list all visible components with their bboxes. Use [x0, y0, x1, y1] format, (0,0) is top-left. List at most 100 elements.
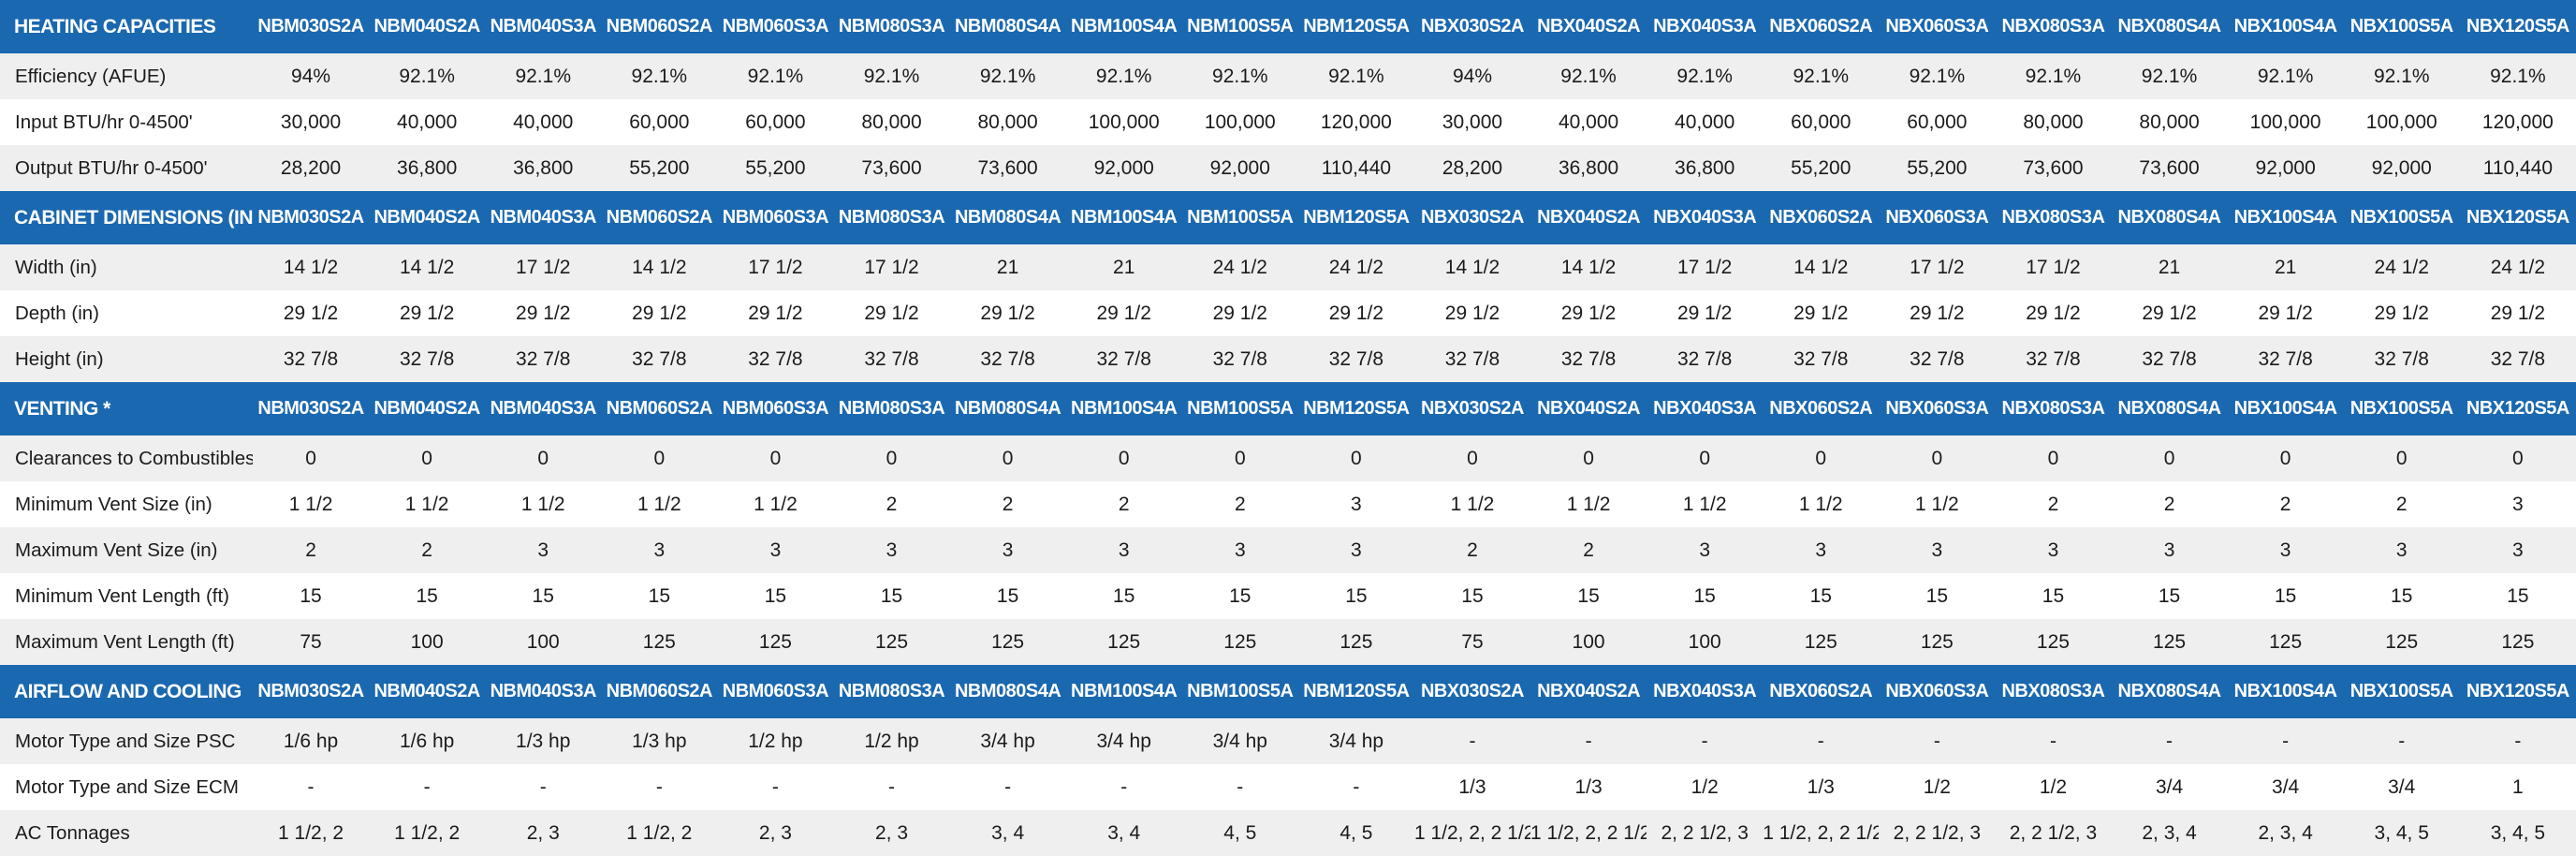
value-cell: 32 7/8 — [485, 336, 602, 382]
value-cell: 36,800 — [369, 145, 486, 191]
value-cell: 2 — [1413, 527, 1531, 573]
value-cell: 125 — [2343, 619, 2460, 665]
value-cell: 1 1/2, 2 — [253, 810, 370, 856]
model-header-cell: NBX040S2A — [1530, 191, 1647, 244]
value-cell: 2 — [253, 527, 370, 573]
value-cell: 100,000 — [2343, 99, 2460, 145]
row-label: Clearances to Combustibles — [0, 435, 253, 481]
row-label: Maximum Vent Length (ft) — [0, 619, 253, 665]
value-cell: - — [949, 764, 1066, 810]
row-label: Output BTU/hr 0-4500' — [0, 145, 253, 191]
value-cell: 14 1/2 — [1530, 244, 1647, 290]
model-header-cell: NBM100S5A — [1181, 382, 1298, 435]
value-cell: 55,200 — [1763, 145, 1880, 191]
model-header-cell: NBM060S2A — [601, 191, 718, 244]
value-cell: 2 — [833, 481, 950, 527]
model-header-cell: NBM100S5A — [1181, 0, 1298, 53]
value-cell: 15 — [1181, 573, 1298, 619]
value-cell: 29 1/2 — [949, 290, 1066, 336]
value-cell: 125 — [1763, 619, 1880, 665]
value-cell: 3 — [949, 527, 1066, 573]
value-cell: 1 1/2, 2 — [601, 810, 718, 856]
value-cell: 21 — [949, 244, 1066, 290]
value-cell: 0 — [1065, 435, 1182, 481]
value-cell: 4, 5 — [1181, 810, 1298, 856]
value-cell: 29 1/2 — [601, 290, 718, 336]
value-cell: 2 — [2111, 481, 2228, 527]
model-header-cell: NBM060S2A — [601, 382, 718, 435]
value-cell: 1/3 — [1763, 764, 1880, 810]
value-cell: 29 1/2 — [1879, 290, 1996, 336]
value-cell: 1 1/2 — [1647, 481, 1764, 527]
value-cell: 92.1% — [2227, 53, 2344, 99]
value-cell: 125 — [2227, 619, 2344, 665]
value-cell: 2, 3, 4 — [2227, 810, 2344, 856]
table-row: Efficiency (AFUE) 94% 92.1% 92.1% 92.1% 92.1%… — [0, 53, 2576, 99]
model-header-cell: NBX040S3A — [1647, 665, 1764, 718]
value-cell: 3/4 hp — [949, 718, 1066, 764]
value-cell: 1 1/2 — [1763, 481, 1880, 527]
value-cell: 0 — [1647, 435, 1764, 481]
value-cell: - — [1065, 764, 1182, 810]
value-cell: 40,000 — [485, 99, 602, 145]
model-header-cell: NBX100S4A — [2227, 382, 2344, 435]
value-cell: 1/2 — [1995, 764, 2112, 810]
table-row: Maximum Vent Length (ft) 75 100 100 125 125 12… — [0, 619, 2576, 665]
model-header-cell: NBX100S4A — [2227, 665, 2344, 718]
value-cell: 3 — [1181, 527, 1298, 573]
value-cell: 73,600 — [2111, 145, 2228, 191]
value-cell: 2 — [1065, 481, 1182, 527]
model-header-cell: NBM100S4A — [1065, 191, 1182, 244]
value-cell: 15 — [2459, 573, 2576, 619]
value-cell: 100 — [1647, 619, 1764, 665]
model-header-cell: NBX080S4A — [2111, 191, 2228, 244]
table-row: Maximum Vent Size (in) 2 2 3 3 3 3 3 3 3 3 2 2 3 3 3 3 3 3… — [0, 527, 2576, 573]
value-cell: 92,000 — [1181, 145, 1298, 191]
value-cell: 1 1/2 — [1413, 481, 1531, 527]
value-cell: 15 — [1413, 573, 1531, 619]
value-cell: 32 7/8 — [949, 336, 1066, 382]
model-header-cell: NBX040S2A — [1530, 382, 1647, 435]
value-cell: 21 — [1065, 244, 1182, 290]
table-row: Minimum Vent Length (ft) 15 15 15 15 15 15 15 15… — [0, 573, 2576, 619]
value-cell: 15 — [2111, 573, 2228, 619]
model-header-cell: NBM120S5A — [1297, 191, 1414, 244]
model-header-cell: NBX120S5A — [2459, 665, 2576, 718]
value-cell: - — [485, 764, 602, 810]
value-cell: 15 — [1530, 573, 1647, 619]
table-row: Height (in) 32 7/8 32 7/8 32 7/8 32 7/8 32 7/… — [0, 336, 2576, 382]
value-cell: 100 — [485, 619, 602, 665]
model-header-cell: NBM080S4A — [949, 191, 1066, 244]
value-cell: 14 1/2 — [1413, 244, 1531, 290]
value-cell: 40,000 — [1647, 99, 1764, 145]
model-header-cell: NBX120S5A — [2459, 382, 2576, 435]
value-cell: 0 — [833, 435, 950, 481]
value-cell: 36,800 — [485, 145, 602, 191]
value-cell: 55,200 — [601, 145, 718, 191]
value-cell: 92.1% — [1763, 53, 1880, 99]
value-cell: 125 — [833, 619, 950, 665]
value-cell: 14 1/2 — [1763, 244, 1880, 290]
value-cell: 92.1% — [2343, 53, 2460, 99]
value-cell: 36,800 — [1647, 145, 1764, 191]
value-cell: - — [1879, 718, 1996, 764]
value-cell: 15 — [1065, 573, 1182, 619]
value-cell: 32 7/8 — [253, 336, 370, 382]
model-header-cell: NBM040S3A — [485, 191, 602, 244]
model-header-cell: NBX060S2A — [1763, 191, 1880, 244]
value-cell: 17 1/2 — [1879, 244, 1996, 290]
value-cell: 32 7/8 — [1879, 336, 1996, 382]
model-header-cell: NBX080S3A — [1995, 0, 2112, 53]
value-cell: 60,000 — [717, 99, 834, 145]
value-cell: 32 7/8 — [1181, 336, 1298, 382]
value-cell: 3, 4 — [1065, 810, 1182, 856]
value-cell: 32 7/8 — [369, 336, 486, 382]
value-cell: 28,200 — [1413, 145, 1531, 191]
value-cell: 29 1/2 — [1297, 290, 1414, 336]
value-cell: 80,000 — [949, 99, 1066, 145]
value-cell: 3 — [1297, 527, 1414, 573]
value-cell: 92,000 — [2227, 145, 2344, 191]
model-header-cell: NBX080S3A — [1995, 665, 2112, 718]
value-cell: 125 — [1181, 619, 1298, 665]
value-cell: 60,000 — [601, 99, 718, 145]
